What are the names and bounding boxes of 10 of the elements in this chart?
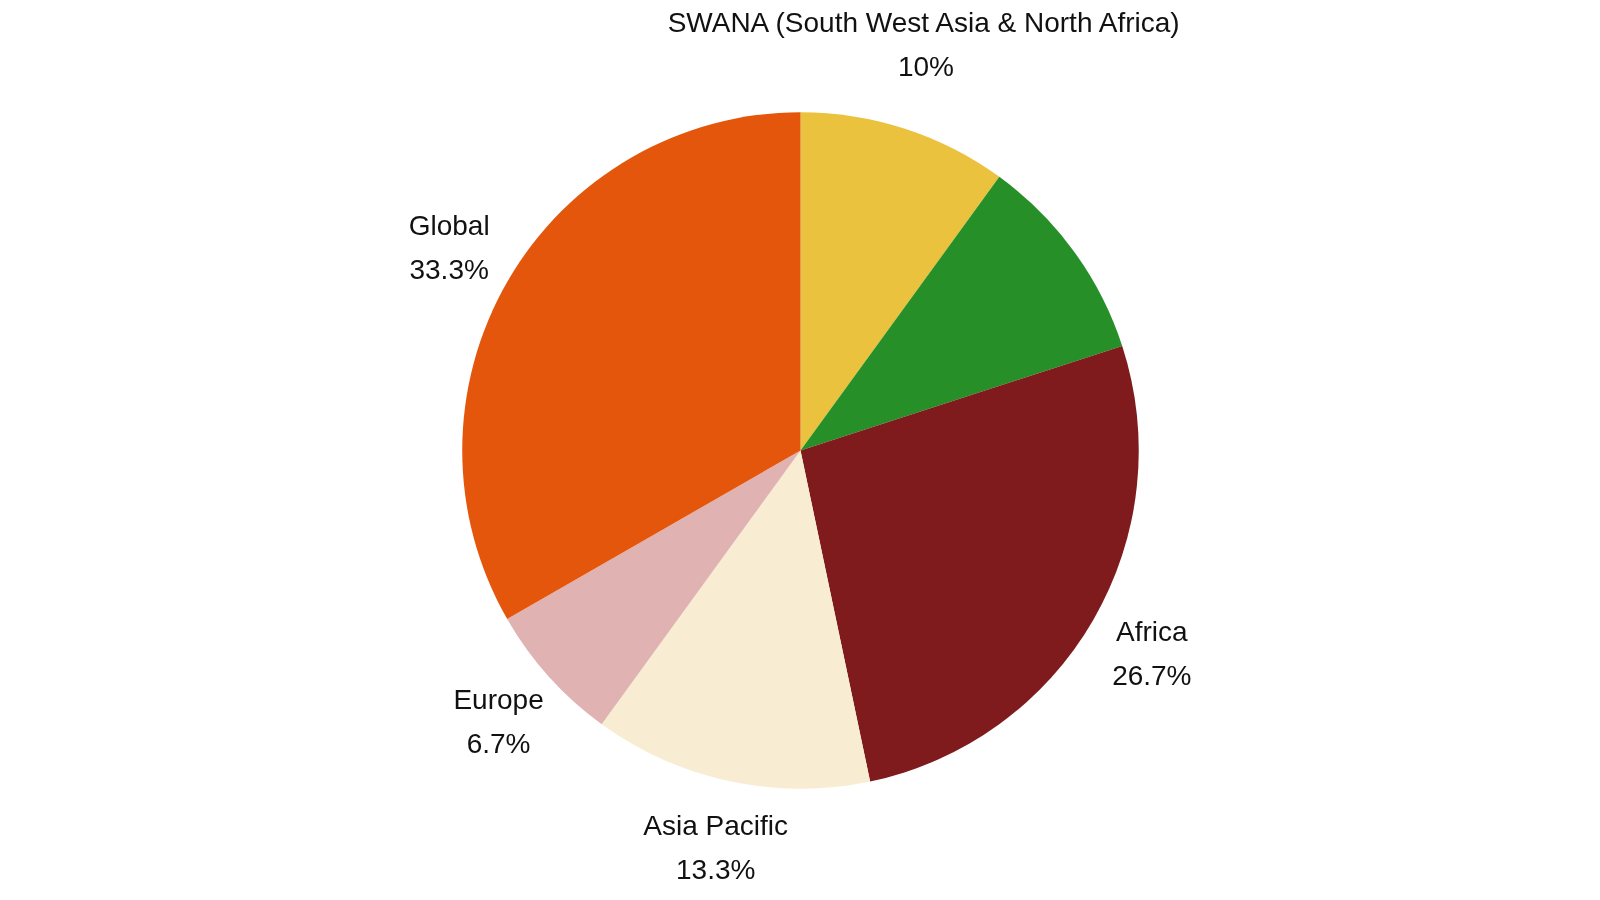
slice-label: Asia Pacific [643,810,789,842]
slice-label: Europe [453,684,544,716]
data-label: 13.3% [675,854,756,886]
data-label: 6.7% [466,728,531,760]
data-label: 33.3% [409,253,489,285]
data-label: 26.7% [1112,660,1192,692]
data-label: 10% [897,50,954,82]
slice-label: Africa [1116,616,1189,648]
slice-label: SWANA (South West Asia & North Africa) [667,6,1180,38]
slice-label: Global [408,209,490,241]
